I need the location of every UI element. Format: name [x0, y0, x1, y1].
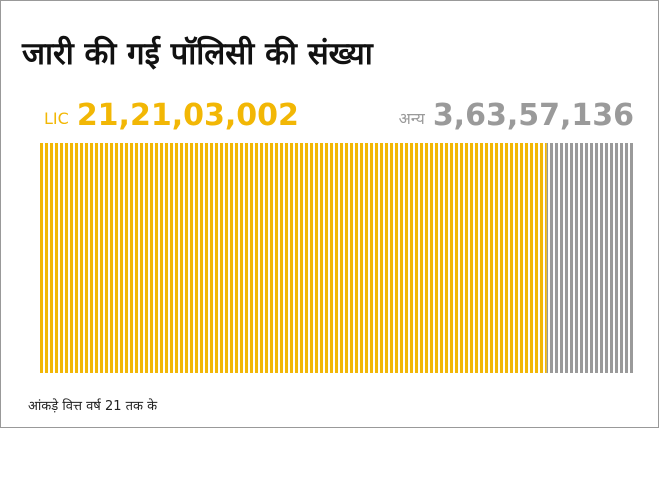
legend-label: अन्य [399, 109, 426, 128]
legend-label: LIC [44, 109, 69, 128]
chart-title: जारी की गई पॉलिसी की संख्या [21, 35, 374, 72]
value-label: 21,21,03,002 [77, 98, 299, 133]
bar-segment [546, 143, 634, 373]
bar-segment [38, 143, 547, 373]
note: आंकड़े वित्त वर्ष 21 तक के [28, 398, 158, 414]
value-label: 3,63,57,136 [433, 98, 634, 133]
